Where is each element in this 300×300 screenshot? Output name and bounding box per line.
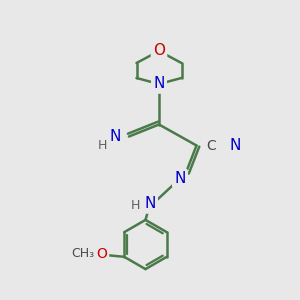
Text: N: N — [144, 196, 156, 211]
Text: N: N — [174, 171, 186, 186]
Text: CH₃: CH₃ — [71, 247, 95, 260]
Text: H: H — [97, 139, 107, 152]
Text: N: N — [230, 138, 241, 153]
Text: N: N — [153, 76, 165, 92]
Text: O: O — [96, 247, 107, 261]
Text: N: N — [110, 129, 121, 144]
Text: O: O — [153, 44, 165, 59]
Text: C: C — [207, 139, 216, 152]
Text: H: H — [131, 199, 140, 212]
